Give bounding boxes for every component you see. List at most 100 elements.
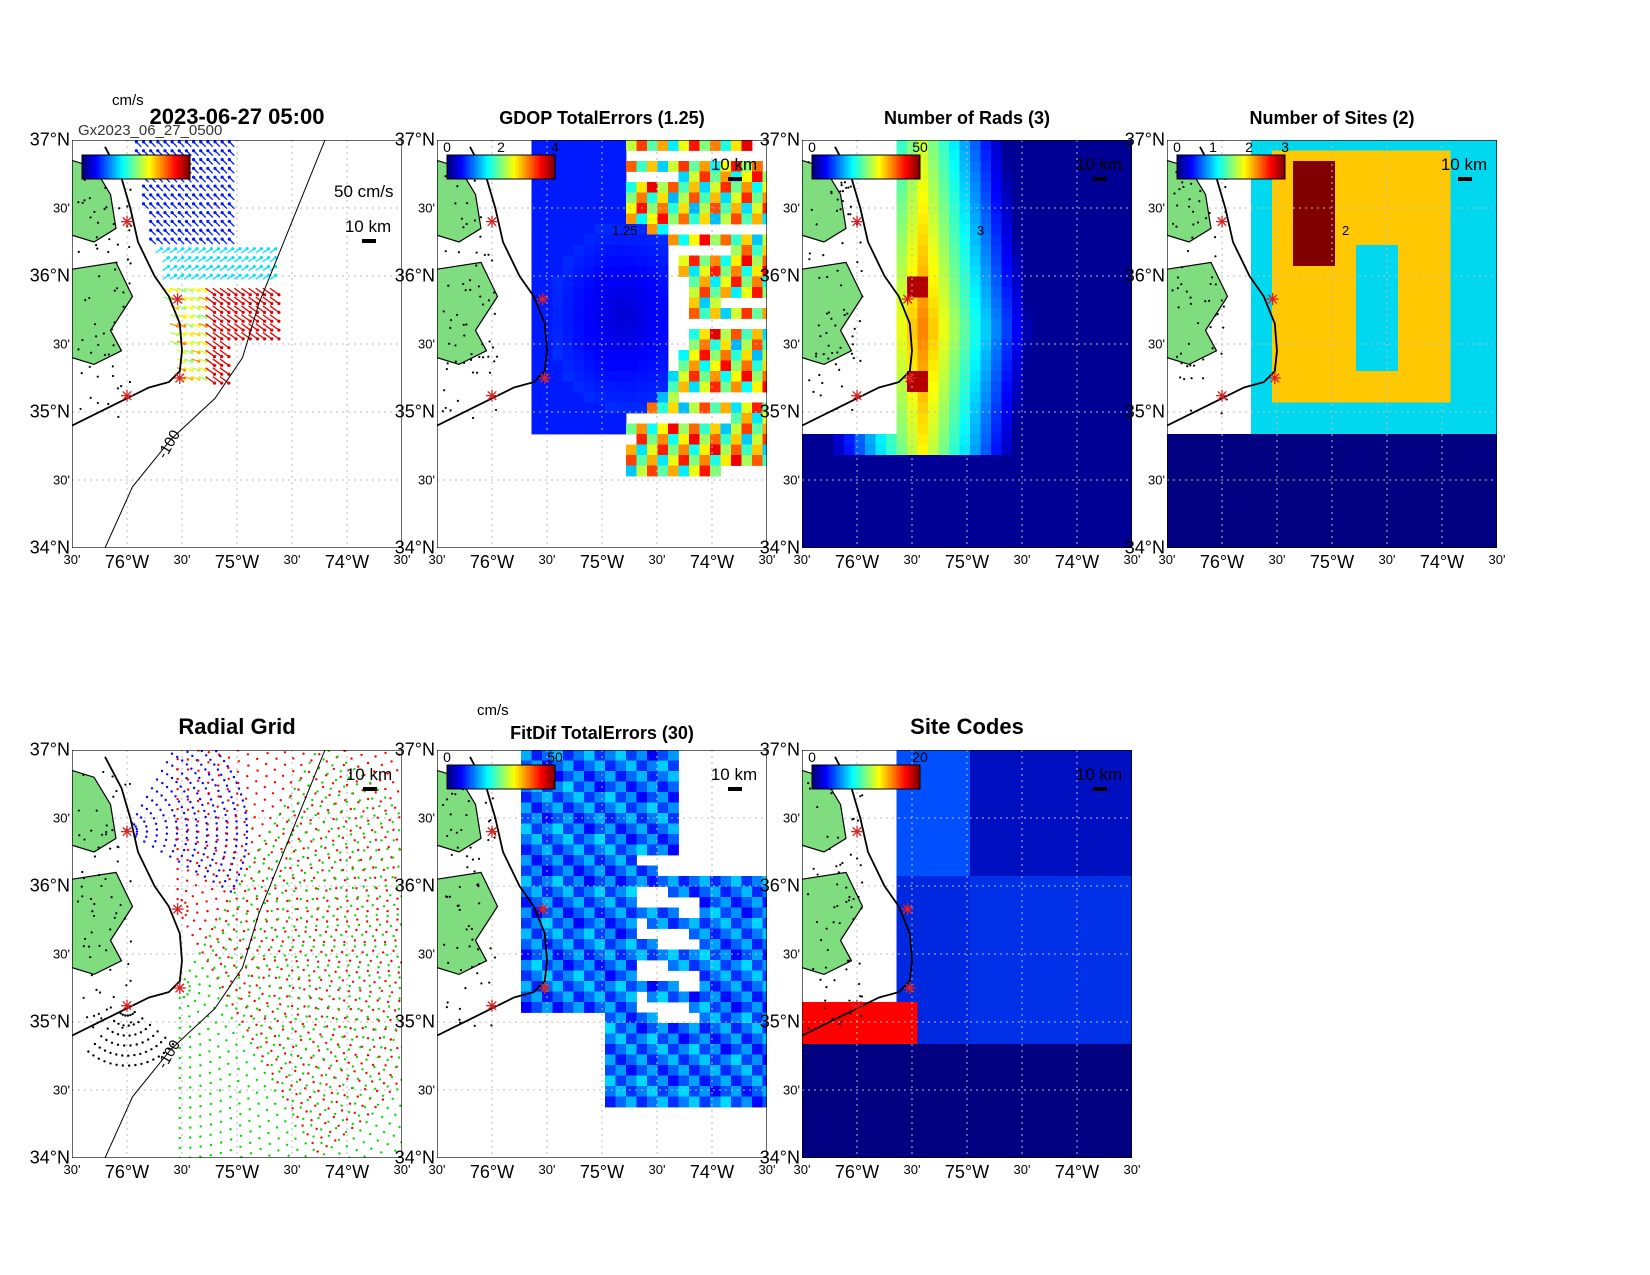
num-sites-cell [1314,182,1325,193]
num-rads-cell [875,497,887,508]
gdop-coast-dot [462,226,465,229]
radial-grid-grid-point [260,940,263,943]
num-rads-cell [991,318,1002,330]
num-sites-cell [1356,381,1367,393]
num-rads-cell [1106,182,1118,193]
gdop-cell [752,245,763,256]
radial-grid-grid-point [176,807,179,811]
radial-grid-grid-point [228,1073,231,1076]
num-rads-cell [1127,528,1132,540]
radial-grid-grid-point [145,830,149,833]
radial-grid-grid-point [290,1053,293,1056]
num-rads-cell [907,455,918,466]
num-rads-cell [1064,476,1076,487]
gdop-cell [710,329,721,340]
total-vectors-coast-dot [112,223,115,226]
radial-grid-grid-point [253,936,256,939]
radial-grid-grid-point [238,882,241,886]
radial-grid-grid-point [206,909,209,913]
radial-grid-grid-point [124,1014,127,1017]
num-rads-cell [928,192,939,204]
num-rads-cell [1022,413,1034,424]
radial-grid-grid-point [307,1063,310,1066]
num-sites-cell [1450,161,1462,172]
gdop-cell [542,245,553,256]
num-rads-cell [823,539,834,548]
radial-grid-grid-point [235,966,238,969]
radial-grid-grid-point [217,1032,220,1036]
radial-grid-grid-point [386,866,389,870]
radial-grid-lat-label: 35°N [29,1011,70,1032]
num-rads-cell [928,297,939,309]
radial-grid-grid-point [193,999,197,1003]
total-vectors-coast-dot [77,348,80,351]
num-rads-cell [1064,423,1076,435]
gdop-outer-banks [437,146,548,427]
num-rads-coast-dot [841,190,845,193]
radial-grid-grid-point [220,863,223,866]
num-rads-cell [928,140,939,151]
num-rads-cell [1096,528,1107,540]
num-rads-cell [812,465,824,477]
radial-grid-grid-point [360,1009,363,1012]
radial-grid-grid-point [212,880,215,883]
radial-grid-grid-point [197,759,200,762]
gdop-cell [647,255,658,267]
num-sites-cell [1282,497,1294,508]
num-rads-cell [907,266,918,277]
num-sites-cell [1324,486,1336,498]
num-rads-cell [980,528,992,540]
radial-grid-grid-point [384,979,387,983]
gdop-cell [573,413,585,424]
total-vectors-coast-dot [128,245,131,249]
num-sites-cell [1408,224,1420,235]
radial-grid-grid-point [227,923,230,926]
radial-grid-grid-point [357,1007,360,1011]
gdop-cell [584,318,595,330]
num-rads-cell [896,350,908,361]
radial-grid-grid-point [230,862,233,866]
radial-grid-coast-dot [95,988,98,992]
radial-grid-site-marker [173,982,186,994]
num-rads-cell [1085,413,1097,424]
radial-grid-grid-point [189,860,192,863]
num-rads-cell [928,518,939,529]
num-rads-cell [949,255,960,267]
num-rads-coast-dot [818,373,821,377]
radial-grid-grid-point [294,1124,297,1128]
num-sites-coast-dot [1204,300,1207,303]
num-sites-cell [1450,371,1462,382]
num-rads-cell [907,234,918,246]
num-sites-cell [1482,402,1493,414]
radial-grid-grid-point [178,1026,181,1030]
radial-grid-grid-point [258,1125,261,1128]
radial-grid-grid-point [87,1050,90,1053]
radial-grid-grid-point [341,1035,344,1039]
num-sites-cell [1293,360,1304,372]
radial-grid-grid-point [298,1092,302,1095]
num-rads-cell [1127,171,1132,183]
radial-grid-grid-point [236,770,240,773]
radial-grid-grid-point [193,960,196,964]
num-sites-cell [1398,539,1409,548]
radial-grid-grid-point [320,1136,323,1139]
radial-grid-grid-point [368,925,372,928]
num-sites-cell [1429,245,1441,256]
num-rads-cell [1022,140,1034,151]
radial-grid-grid-point [209,1081,212,1085]
num-rads-cell [1096,486,1107,498]
radial-grid-grid-point [245,824,248,827]
num-rads-cell [1033,171,1044,183]
radial-grid-grid-point [186,869,190,872]
num-sites-cell [1261,455,1273,466]
num-sites-cell [1293,528,1304,540]
radial-grid-grid-point [345,895,348,898]
radial-grid-grid-point [335,1018,338,1021]
num-rads-cell [991,224,1002,235]
num-sites-cell [1324,381,1336,393]
radial-grid-grid-point [267,1131,270,1135]
radial-grid-grid-point [196,820,200,823]
num-sites-cell [1282,234,1294,246]
num-sites-cell [1251,203,1262,214]
radial-grid-grid-point [239,867,243,870]
